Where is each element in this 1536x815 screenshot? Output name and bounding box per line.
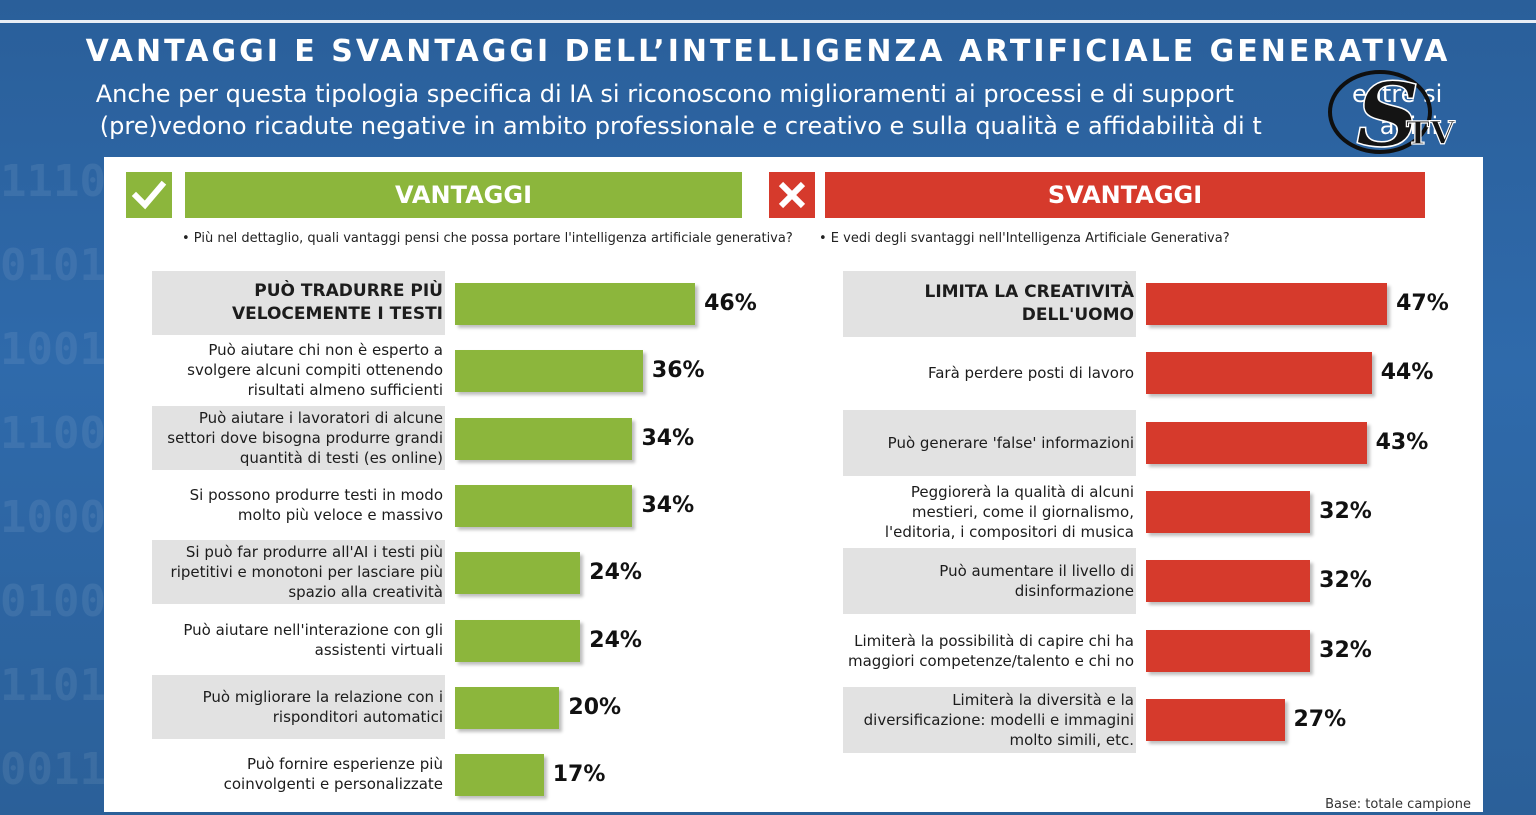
category-label: Limiterà la possibilità di capire chi ha… bbox=[847, 631, 1134, 670]
value-label: 34% bbox=[641, 425, 695, 451]
category-label: Può aumentare il livello di disinformazi… bbox=[843, 548, 1136, 615]
chart-panel: VANTAGGI • Più nel dettaglio, quali vant… bbox=[104, 157, 1483, 812]
vantaggi-header: VANTAGGI bbox=[185, 172, 742, 218]
value-label: 43% bbox=[1375, 429, 1429, 455]
category-label: Limiterà la diversità e la diversificazi… bbox=[843, 686, 1136, 754]
value-label: 36% bbox=[651, 358, 705, 384]
base-note: Base: totale campione bbox=[1325, 797, 1471, 812]
logo-text: TV bbox=[1406, 114, 1456, 152]
value-label: 34% bbox=[641, 492, 695, 518]
value-label: 44% bbox=[1380, 360, 1434, 386]
bar bbox=[1146, 698, 1285, 741]
cross-icon bbox=[769, 172, 815, 218]
bar bbox=[455, 619, 581, 662]
top-rule bbox=[0, 20, 1536, 23]
check-icon bbox=[126, 172, 172, 218]
category-label: Può generare 'false' informazioni bbox=[843, 409, 1136, 476]
value-label: 32% bbox=[1319, 498, 1372, 524]
value-label: 32% bbox=[1319, 568, 1372, 594]
bar bbox=[455, 283, 696, 325]
bar bbox=[455, 552, 581, 595]
bar bbox=[1146, 283, 1388, 325]
category-label: LIMITA LA CREATIVITÀ DELL'UOMO bbox=[843, 271, 1136, 338]
vantaggi-question: • Più nel dettaglio, quali vantaggi pens… bbox=[182, 231, 793, 246]
value-label: 24% bbox=[589, 560, 642, 586]
bar bbox=[455, 754, 544, 797]
bar bbox=[455, 350, 643, 393]
background-digits: 1110 0101 1001 1100 1000 0100 1101 0011 bbox=[0, 156, 106, 795]
category-label: Può aiutare i lavoratori di alcune setto… bbox=[152, 405, 445, 470]
bar bbox=[1146, 629, 1311, 672]
logo-letter: S bbox=[1356, 66, 1420, 156]
page-title: VANTAGGI E SVANTAGGI DELL’INTELLIGENZA A… bbox=[85, 34, 1451, 69]
category-label: Peggiorerà la qualità di alcuni mestieri… bbox=[884, 483, 1134, 542]
value-label: 32% bbox=[1319, 637, 1372, 663]
svantaggi-question: • E vedi degli svantaggi nell'Intelligen… bbox=[819, 231, 1230, 246]
category-label: Può migliorare la relazione con i rispon… bbox=[152, 674, 445, 740]
value-label: 17% bbox=[552, 762, 606, 788]
page-subtitle: Anche per questa tipologia specifica di … bbox=[14, 78, 1524, 142]
category-label: Può fornire esperienze più coinvolgenti … bbox=[223, 755, 443, 794]
bar bbox=[455, 484, 633, 527]
value-label: 27% bbox=[1293, 706, 1347, 732]
subtitle-line1: Anche per questa tipologia specifica di … bbox=[95, 80, 1234, 108]
bar bbox=[1146, 352, 1372, 395]
svantaggi-header: SVANTAGGI bbox=[825, 172, 1425, 218]
bar bbox=[455, 417, 633, 460]
category-label: Si può far produrre all'AI i testi più r… bbox=[152, 540, 445, 605]
category-label: Può aiutare nell'interazione con gli ass… bbox=[183, 620, 443, 659]
category-label: Farà perdere posti di lavoro bbox=[927, 364, 1134, 383]
value-label: 20% bbox=[568, 694, 622, 720]
category-label: Si possono produrre testi in modo molto … bbox=[189, 486, 443, 525]
bar bbox=[1146, 560, 1311, 603]
value-label: 47% bbox=[1396, 291, 1449, 316]
bar bbox=[455, 686, 560, 729]
bar bbox=[1146, 490, 1311, 533]
stv-logo: S TV bbox=[1328, 66, 1456, 156]
value-label: 46% bbox=[704, 291, 757, 316]
bar bbox=[1146, 421, 1367, 464]
category-label: Può aiutare chi non è esperto a svolgere… bbox=[187, 341, 443, 400]
subtitle-line2: (pre)vedono ricadute negative in ambito … bbox=[99, 112, 1262, 140]
value-label: 24% bbox=[589, 627, 642, 653]
category-label: PUÒ TRADURRE PIÙ VELOCEMENTE I TESTI bbox=[152, 271, 445, 336]
